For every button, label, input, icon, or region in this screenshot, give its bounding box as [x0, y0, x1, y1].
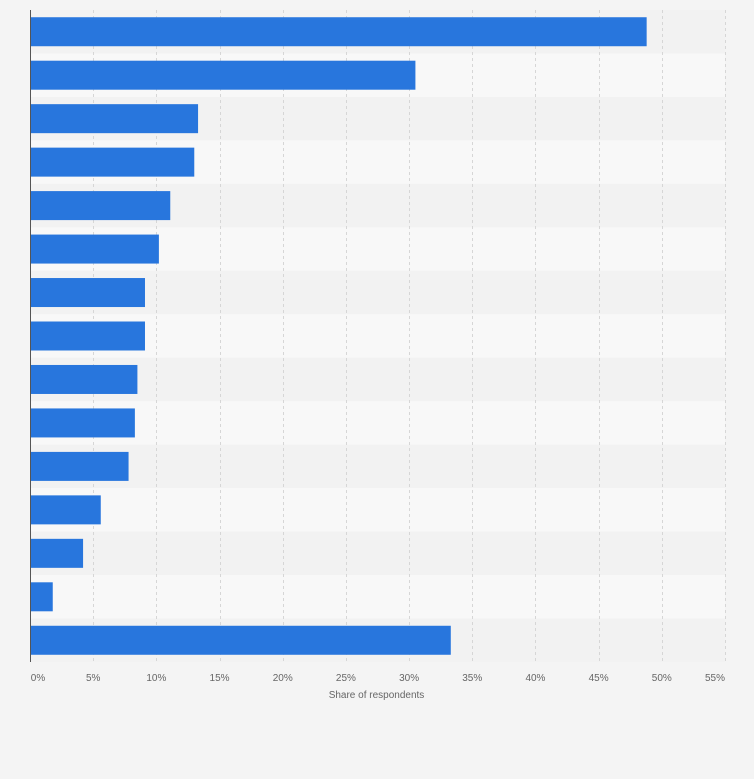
bars [30, 17, 647, 655]
x-tick-label: 50% [652, 673, 672, 684]
row-band [30, 488, 725, 532]
x-tick-label: 15% [210, 673, 230, 684]
bar [30, 582, 53, 612]
bar [30, 538, 84, 568]
row-band [30, 575, 725, 619]
row-band [30, 314, 725, 358]
bar [30, 364, 138, 394]
row-band [30, 270, 725, 315]
bar [30, 408, 135, 438]
bar [30, 234, 159, 264]
row-band [30, 357, 725, 402]
x-tick-label: 35% [462, 673, 482, 684]
bar [30, 147, 195, 177]
x-tick-label: 55% [705, 673, 725, 684]
bar [30, 191, 171, 221]
x-axis-title: Share of respondents [329, 690, 425, 701]
row-band [30, 444, 725, 489]
bar [30, 625, 451, 655]
row-band [30, 531, 725, 576]
x-tick-label: 25% [336, 673, 356, 684]
x-tick-labels: 0% 5% 10% 15% 20% 25% 30% 35% 40% 45% 50% 55% [31, 673, 725, 684]
bar [30, 495, 101, 525]
x-tick-label: 45% [589, 673, 609, 684]
x-tick-label: 40% [525, 673, 545, 684]
bar [30, 321, 145, 351]
x-tick-label: 0% [31, 673, 46, 684]
row-band [30, 401, 725, 445]
bar [30, 451, 129, 481]
x-tick-label: 5% [86, 673, 101, 684]
x-tick-label: 30% [399, 673, 419, 684]
bar [30, 17, 647, 47]
bar [30, 60, 416, 90]
bar [30, 104, 199, 134]
x-tick-label: 20% [273, 673, 293, 684]
x-tick-label: 10% [146, 673, 166, 684]
bar [30, 278, 145, 308]
